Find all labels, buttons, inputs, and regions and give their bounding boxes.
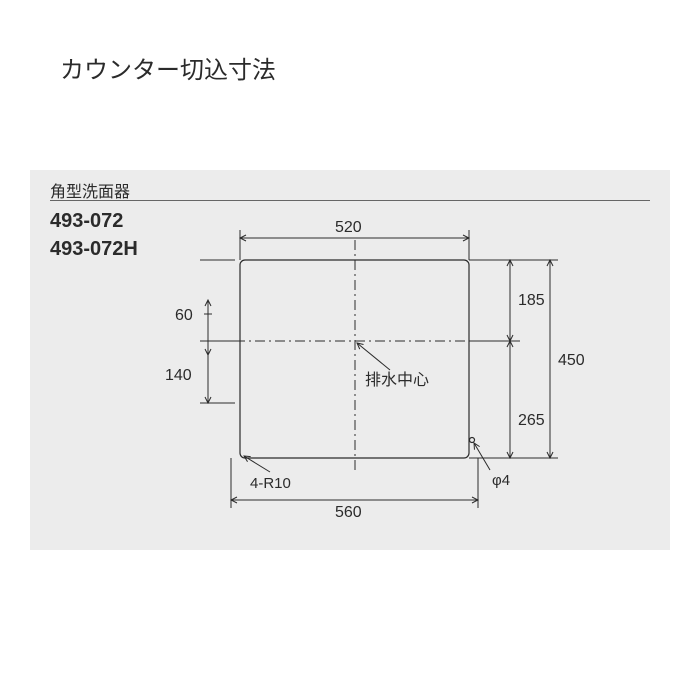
phi4-leader xyxy=(474,443,490,470)
underline xyxy=(50,200,650,201)
phi4-hole xyxy=(470,438,475,443)
dim-top-label: 520 xyxy=(335,219,362,236)
product-subtype: 角型洗面器 xyxy=(50,178,130,202)
dim-right-265-label: 265 xyxy=(518,412,545,429)
dim-right-185-label: 185 xyxy=(518,292,545,309)
spec-panel: 角型洗面器 493-072 493-072H 排水中心 xyxy=(30,170,670,550)
page-title: カウンター切込寸法 xyxy=(60,50,276,85)
dim-bottom-label: 560 xyxy=(335,504,362,521)
dim-left-60: 60 xyxy=(175,307,193,324)
dim-right-450-label: 450 xyxy=(558,352,585,369)
corner-radius-label: 4-R10 xyxy=(250,475,291,492)
model-number-1: 493-072 xyxy=(50,210,123,233)
dim-left-140: 140 xyxy=(165,367,192,384)
cutout-diagram: 排水中心 520 560 60 140 xyxy=(160,210,660,540)
drain-leader xyxy=(357,343,390,370)
model-number-2: 493-072H xyxy=(50,238,138,261)
phi4-label: φ4 xyxy=(492,472,510,489)
drain-center-label: 排水中心 xyxy=(365,371,429,389)
